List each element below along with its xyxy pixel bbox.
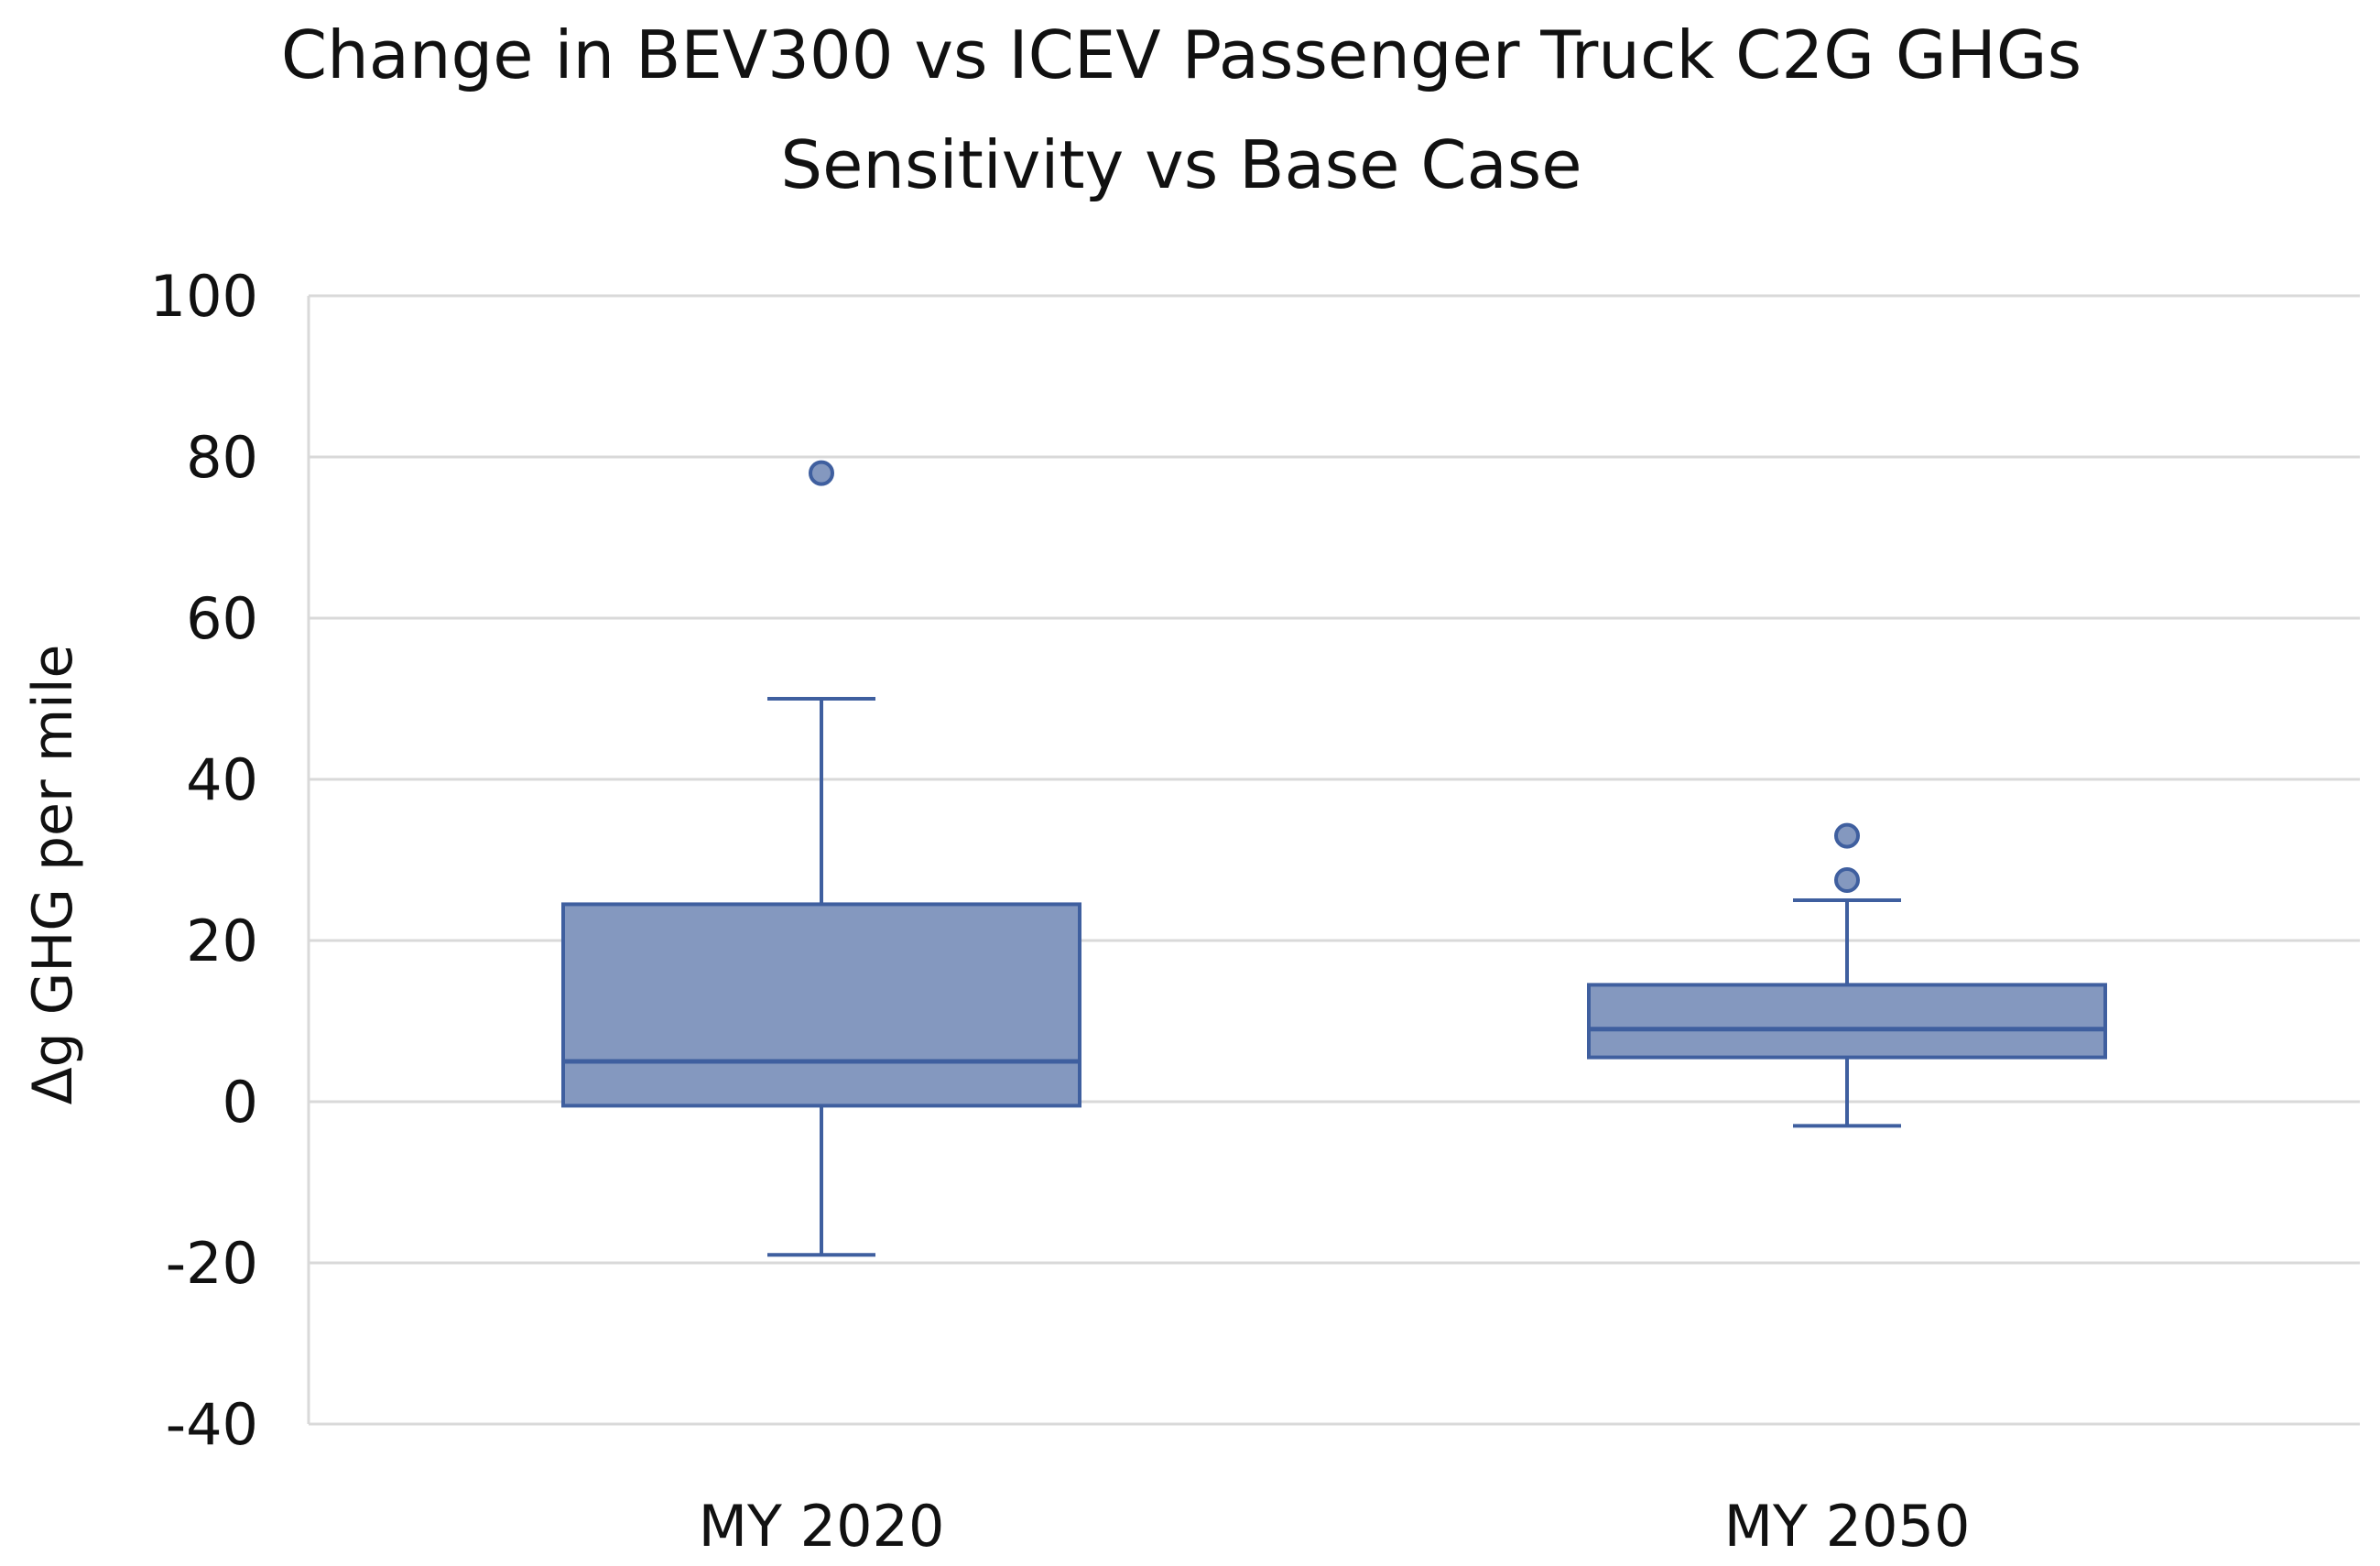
chart-title: Change in BEV300 vs ICEV Passenger Truck…	[281, 16, 2081, 203]
y-tick-label-1: 80	[186, 424, 258, 491]
y-tick-label-5: 0	[223, 1069, 258, 1136]
y-tick-label-7: -40	[166, 1391, 258, 1458]
outlier-point-0-0	[809, 460, 834, 486]
y-axis-label: Δg GHG per mile	[21, 645, 85, 1105]
iqr-box-1	[1587, 983, 2107, 1060]
y-tick-label-0: 100	[150, 263, 258, 330]
chart-title-line-2: Sensitivity vs Base Case	[780, 126, 1581, 203]
y-tick-label-2: 60	[186, 585, 258, 652]
y-tick-label-6: -20	[166, 1230, 258, 1297]
outlier-point-1-0	[1834, 822, 1860, 849]
box-my-2020	[561, 460, 1081, 1257]
outlier-point-1-1	[1834, 867, 1860, 893]
y-tick-label-4: 20	[186, 908, 258, 974]
x-tick-label-1: MY 2050	[1724, 1493, 1971, 1560]
box-my-2050	[1587, 822, 2107, 1128]
box-series	[561, 460, 2107, 1257]
iqr-box-0	[561, 902, 1081, 1108]
x-tick-label-0: MY 2020	[699, 1493, 945, 1560]
chart-title-line-1: Change in BEV300 vs ICEV Passenger Truck…	[281, 16, 2081, 93]
tick-labels: 100 80 60 40 20 0 -20 -40 MY 2020 MY 2050	[150, 263, 1971, 1560]
y-tick-label-3: 40	[186, 746, 258, 813]
